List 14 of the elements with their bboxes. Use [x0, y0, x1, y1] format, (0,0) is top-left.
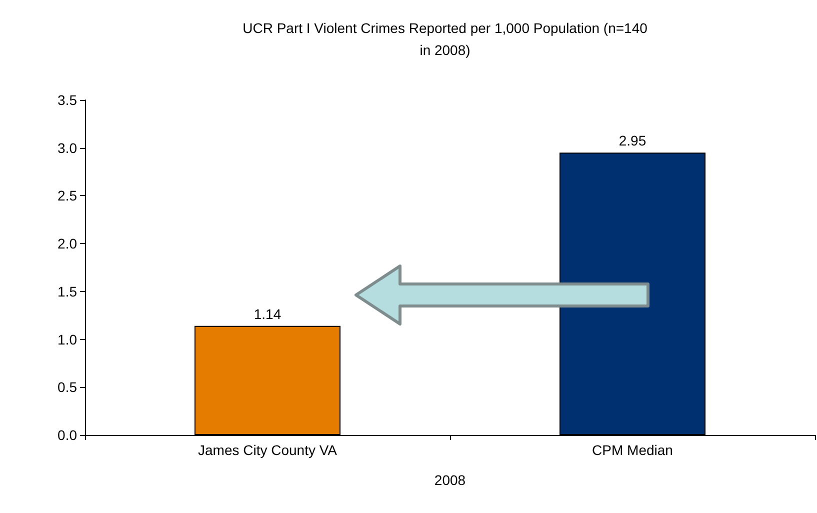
- x-tick-label: James City County VA: [198, 442, 338, 458]
- y-tick-label: 3.5: [58, 92, 78, 108]
- y-tick-label: 3.0: [58, 140, 78, 156]
- chart-title: UCR Part I Violent Crimes Reported per 1,000 Population (n=140 in 2008): [242, 20, 648, 58]
- data-label: 2.95: [618, 132, 646, 149]
- x-tick-label: CPM Median: [592, 442, 673, 458]
- y-tick-label: 1.0: [58, 331, 78, 348]
- y-tick-label: 2.5: [58, 188, 78, 204]
- y-tick-label: 0.5: [58, 379, 78, 396]
- y-tick-label: 1.5: [58, 283, 78, 300]
- x-axis-title: 2008: [434, 472, 466, 488]
- data-label: 1.14: [254, 306, 282, 322]
- y-tick-label: 2.0: [58, 236, 78, 252]
- y-tick-label: 0.0: [58, 427, 78, 443]
